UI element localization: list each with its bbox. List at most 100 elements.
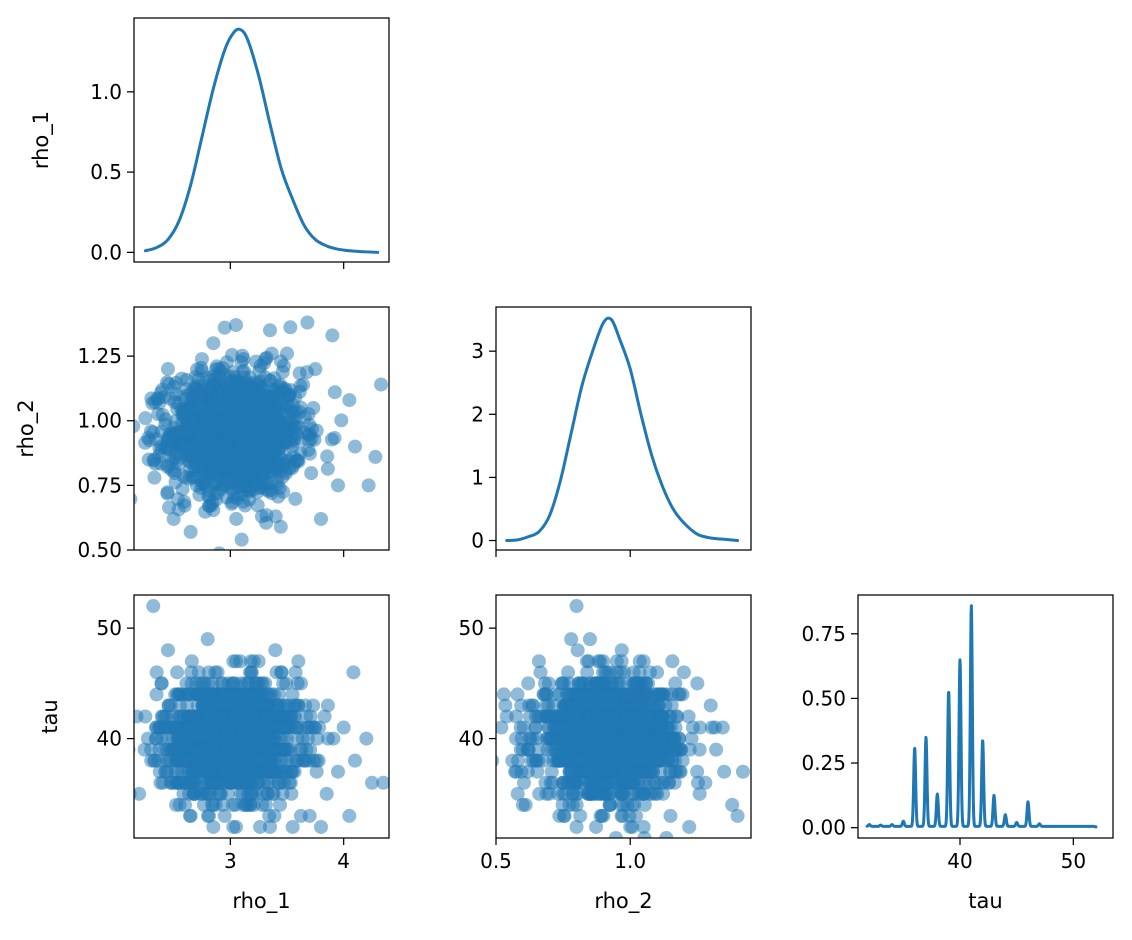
scatter-point — [620, 797, 635, 812]
scatter-point-outlier — [348, 439, 362, 454]
scatter-point — [233, 775, 248, 790]
scatter-point-outlier — [564, 632, 579, 647]
scatter-point — [188, 370, 203, 385]
scatter-point — [581, 786, 596, 801]
scatter-point — [252, 742, 267, 757]
scatter-point — [168, 450, 183, 465]
scatter-point-outlier — [138, 709, 153, 724]
scatter-point — [516, 775, 531, 790]
scatter-point-outlier — [155, 382, 170, 397]
x-tick-label: 4 — [337, 849, 350, 873]
axes-frame — [133, 306, 390, 551]
scatter-point — [184, 665, 199, 680]
scatter-point-outlier — [144, 424, 158, 439]
scatter-point — [606, 698, 621, 713]
scatter-point — [668, 676, 683, 691]
scatter-point — [672, 764, 687, 779]
scatter-point — [282, 461, 297, 476]
scatter-point — [235, 417, 250, 432]
scatter-point — [225, 687, 240, 702]
scatter-point — [542, 786, 557, 801]
scatter-point — [580, 665, 595, 680]
scatter-point-outlier — [361, 478, 376, 493]
scatter-point-outlier — [263, 323, 277, 338]
scatter-point — [681, 709, 696, 724]
scatter-point — [652, 709, 667, 724]
scatter-point — [620, 742, 635, 757]
x-tick-label: 40 — [947, 849, 972, 873]
scatter-point — [624, 709, 639, 724]
scatter-point — [201, 665, 216, 680]
scatter-point — [285, 687, 300, 702]
scatter-point — [628, 676, 643, 691]
subplot-kde-tau: 40 50 0.00 0.25 0.50 0.75 tau — [801, 594, 1114, 913]
scatter-point — [302, 446, 317, 461]
plots-layer: 0.00.51.0rho_10.500.751.001.25rho_201233… — [14, 17, 1114, 914]
scatter-point — [294, 431, 309, 446]
scatter-point-outlier — [709, 742, 724, 757]
scatter-point — [288, 665, 303, 680]
scatter-point — [704, 720, 719, 735]
scatter-point — [671, 687, 686, 702]
scatter-point — [496, 754, 500, 767]
scatter-point — [629, 764, 644, 779]
scatter-point — [653, 687, 668, 702]
scatter-point — [279, 753, 294, 768]
scatter-point — [264, 764, 279, 779]
scatter-point-outlier — [147, 470, 162, 485]
scatter-point — [256, 775, 271, 790]
scatter-point — [273, 519, 288, 534]
scatter-point — [157, 709, 172, 724]
scatter-point — [277, 731, 292, 746]
scatter-point — [213, 546, 226, 550]
scatter-point — [595, 753, 610, 768]
scatter-point — [220, 698, 235, 713]
scatter-point — [561, 665, 576, 680]
scatter-point — [204, 687, 219, 702]
scatter-point-outlier — [200, 632, 215, 647]
scatter-point — [229, 511, 244, 526]
scatter-point — [184, 654, 199, 669]
scatter-point — [242, 435, 257, 450]
scatter-point — [164, 462, 179, 477]
scatter-point — [635, 709, 650, 724]
scatter-point-outlier — [735, 764, 750, 779]
scatter-point — [236, 764, 251, 779]
scatter-point — [155, 407, 170, 422]
scatter-point — [241, 720, 256, 735]
scatter-point — [556, 698, 571, 713]
scatter-point — [283, 775, 298, 790]
scatter-point — [154, 676, 169, 691]
scatter-point — [264, 464, 279, 479]
scatter-point — [215, 797, 230, 812]
scatter-point — [223, 451, 238, 466]
scatter-point — [614, 786, 629, 801]
kde-line — [505, 316, 740, 543]
scatter-point — [235, 348, 250, 363]
scatter-point — [581, 654, 596, 669]
scatter-point — [673, 742, 688, 757]
scatter-point — [324, 432, 339, 447]
scatter-point-outlier — [229, 819, 243, 834]
scatter-point — [207, 742, 222, 757]
scatter-point — [672, 731, 687, 746]
scatter-point — [557, 808, 572, 823]
scatter-point — [229, 654, 244, 669]
scatter-point — [304, 466, 319, 481]
scatter-point — [667, 775, 682, 790]
scatter-point — [576, 698, 591, 713]
scatter-point-outlier — [582, 632, 597, 647]
scatter-point-outlier — [178, 797, 192, 812]
scatter-point — [521, 742, 536, 757]
scatter-point — [511, 753, 526, 768]
y-tick-label: 40 — [459, 727, 484, 751]
scatter-point — [251, 422, 266, 437]
scatter-point — [170, 665, 185, 680]
axes-frame — [857, 594, 1114, 839]
scatter-point — [509, 731, 524, 746]
scatter-point — [582, 775, 597, 790]
scatter-point — [152, 742, 167, 757]
scatter-point — [595, 720, 610, 735]
scatter-point — [548, 720, 563, 735]
